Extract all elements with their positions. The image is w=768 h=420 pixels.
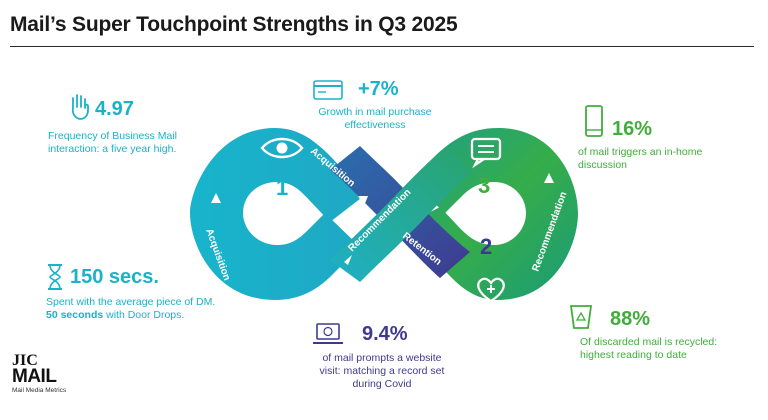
laptop-icon (313, 323, 343, 344)
jic-mail-logo: JIC MAIL Mail Media Metrics (12, 352, 92, 395)
stat-website-value: 9.4% (362, 323, 408, 345)
arrow-left-up (211, 193, 221, 203)
loop-number-2: 2 (480, 234, 492, 259)
loop-number-3: 3 (478, 173, 490, 198)
stat-website-text: of mail prompts a website visit: matchin… (319, 352, 445, 390)
stat-frequency-value: 4.97 (95, 98, 134, 120)
logo-mail: MAIL (12, 366, 57, 387)
hand-icon (71, 94, 89, 120)
recycle-bin-icon (569, 305, 593, 329)
stat-time-value: 150 secs. (70, 266, 159, 288)
stat-time-text-pre: Spent with the average piece of DM. (46, 296, 216, 308)
stat-time-text: Spent with the average piece of DM. 50 s… (46, 296, 216, 322)
stat-discussion-value: 16% (612, 118, 653, 140)
speech-bubble-icon (470, 137, 502, 169)
loop-number-1: 1 (276, 175, 288, 200)
stat-growth-text: Growth in mail purchase effectiveness (318, 106, 432, 131)
stat-recycled-text: Of discarded mail is recycled: highest r… (580, 336, 718, 361)
loop-band-recommendation (330, 148, 472, 282)
credit-card-icon (313, 80, 343, 100)
eye-icon (260, 137, 304, 159)
stat-discussion-text: of mail triggers an in-home discussion (578, 146, 703, 171)
stat-growth-value: +7% (358, 78, 399, 100)
stat-frequency-text: Frequency of Business Mail interaction: … (48, 130, 177, 155)
stat-time-text-post: with Door Drops. (103, 309, 185, 321)
arrow-right-up (544, 173, 554, 183)
title-divider (10, 46, 754, 47)
heart-plus-icon (477, 277, 505, 303)
stat-time-text-bold: 50 seconds (46, 309, 104, 321)
stat-recycled-value: 88% (610, 308, 651, 330)
logo-jic: JIC (12, 352, 38, 369)
arrow-retention (430, 277, 437, 287)
page-title: Mail’s Super Touchpoint Strengths in Q3 … (10, 13, 458, 36)
logo-subtitle: Mail Media Metrics (12, 387, 67, 394)
arrow-center-down (344, 255, 352, 265)
smartphone-icon (585, 105, 603, 137)
hourglass-icon (48, 264, 62, 290)
loop-left-lobe (190, 128, 365, 300)
arrow-top-down (358, 196, 368, 206)
